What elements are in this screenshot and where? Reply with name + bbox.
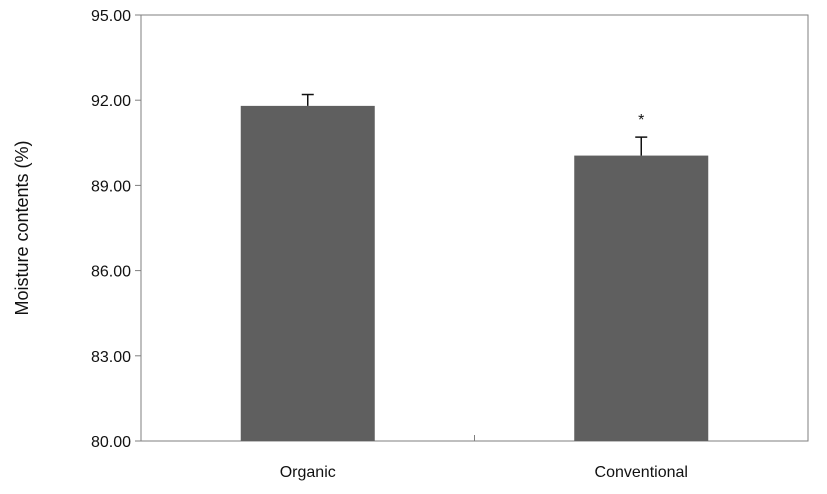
y-tick-label: 83.00 <box>91 349 131 366</box>
y-tick-label: 86.00 <box>91 264 131 281</box>
x-category-label: Conventional <box>595 464 688 481</box>
y-axis-title: Moisture contents (%) <box>12 140 32 315</box>
y-tick-label: 92.00 <box>91 93 131 110</box>
y-tick-label: 95.00 <box>91 8 131 25</box>
y-tick-label: 80.00 <box>91 434 131 451</box>
x-category-label: Organic <box>280 464 336 481</box>
bar-organic <box>240 105 375 441</box>
bar-conventional <box>574 155 709 441</box>
y-tick-label: 89.00 <box>91 178 131 195</box>
significance-marker: * <box>638 112 644 129</box>
